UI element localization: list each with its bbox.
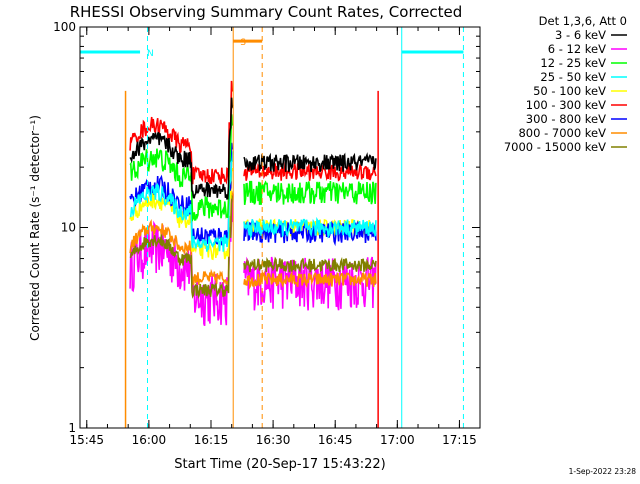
- legend-label-6: 300 - 800 keV: [526, 112, 606, 126]
- y-axis-label: Corrected Count Rate (s⁻¹ detector⁻¹): [28, 115, 42, 341]
- series-trace-8-segment-1: [243, 256, 377, 274]
- series-trace-0-segment-1: [243, 152, 377, 173]
- legend-label-1: 6 - 12 keV: [548, 42, 606, 56]
- legend-header: Det 1,3,6, Att 0: [539, 14, 627, 28]
- legend-label-7: 800 - 7000 keV: [518, 126, 606, 140]
- series-trace-8-segment-0: [129, 194, 234, 299]
- legend-label-5: 100 - 300 keV: [526, 98, 606, 112]
- series-trace-3-segment-0: [129, 151, 234, 252]
- series-trace-5-segment-0: [129, 80, 234, 185]
- legend-label-2: 12 - 25 keV: [540, 56, 606, 70]
- x-tick-label-1: 16:00: [132, 433, 167, 447]
- x-tick-label-3: 16:30: [256, 433, 291, 447]
- axes: 15:45 16:00 16:15 16:30 16:45 17:00 17:15 1 10 10…: [53, 20, 481, 447]
- plot-area: NS: [79, 27, 464, 428]
- x-tick-label-4: 16:45: [318, 433, 353, 447]
- series-trace-4-segment-0: [129, 167, 234, 261]
- legend-label-3: 25 - 50 keV: [540, 70, 606, 84]
- series-trace-5-segment-1: [243, 161, 377, 182]
- series-trace-2-segment-1: [243, 180, 377, 206]
- y-tick-label-1: 10: [61, 221, 76, 235]
- series-trace-7-segment-1: [243, 270, 377, 290]
- x-axis-label: Start Time (20-Sep-17 15:43:22): [174, 457, 385, 472]
- x-tick-label-0: 15:45: [69, 433, 104, 447]
- legend-label-8: 7000 - 15000 keV: [504, 140, 606, 154]
- chart-title: RHESSI Observing Summary Count Rates, Co…: [70, 3, 463, 21]
- x-tick-label-2: 16:15: [194, 433, 229, 447]
- footer-timestamp: 1-Sep-2022 23:28: [569, 467, 637, 476]
- flag-label-3: S: [240, 38, 246, 48]
- y-tick-label-0: 1: [68, 421, 76, 435]
- legend-label-0: 3 - 6 keV: [555, 28, 606, 42]
- series-trace-6-segment-1: [243, 220, 377, 247]
- flag-label-1: N: [147, 49, 154, 59]
- x-tick-label-6: 17:15: [442, 433, 477, 447]
- x-tick-label-5: 17:00: [380, 433, 415, 447]
- y-tick-label-2: 100: [53, 20, 76, 34]
- series-trace-3-segment-1: [243, 216, 377, 240]
- legend-label-4: 50 - 100 keV: [533, 84, 606, 98]
